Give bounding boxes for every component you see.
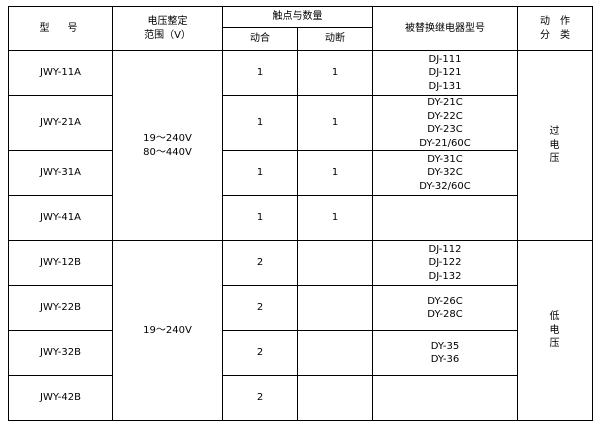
cell-replacement: DY-26C DY-28C <box>372 285 518 331</box>
header-contact-group: 触点与数量 <box>222 6 373 28</box>
table-row: JWY-32B 2 DY-35 DY-36 <box>8 330 593 376</box>
cell-contact-no: 2 <box>222 330 298 376</box>
cell-contact-no: 2 <box>222 285 298 331</box>
cell-contact-nc: 1 <box>297 150 373 196</box>
cell-model: JWY-21A <box>8 95 113 151</box>
cell-replacement <box>372 375 518 421</box>
header-model: 型 号 <box>8 6 113 51</box>
cell-replacement: DY-31C DY-32C DY-32/60C <box>372 150 518 196</box>
table-row: JWY-31A 1 1 DY-31C DY-32C DY-32/60C <box>8 150 593 196</box>
cell-model: JWY-42B <box>8 375 113 421</box>
cell-replacement: DY-21C DY-22C DY-23C DY-21/60C <box>372 95 518 151</box>
cell-model: JWY-41A <box>8 195 113 241</box>
cell-contact-no: 1 <box>222 150 298 196</box>
cell-contact-nc <box>297 240 373 286</box>
header-replacement: 被替换继电器型号 <box>372 6 518 51</box>
header-voltage-line2: 范围（V） <box>144 29 191 41</box>
header-contact-no: 动合 <box>222 27 298 51</box>
cell-contact-nc: 1 <box>297 195 373 241</box>
header-action: 动 作 分 类 <box>517 6 593 51</box>
table-row: JWY-41A 1 1 <box>8 195 593 241</box>
cell-contact-nc: 1 <box>297 95 373 151</box>
cell-model: JWY-11A <box>8 50 113 96</box>
table-row: JWY-22B 2 DY-26C DY-28C <box>8 285 593 331</box>
cell-contact-nc: 1 <box>297 50 373 96</box>
specification-table: 型 号 电压整定 范围（V） 触点与数量 被替换继电器型号 动 作 分 类 动合… <box>8 6 593 421</box>
cell-replacement: DJ-111 DJ-121 DJ-131 <box>372 50 518 96</box>
table-row: JWY-42B 2 <box>8 375 593 421</box>
cell-action-group: 过 电 压 <box>517 50 593 241</box>
cell-contact-nc <box>297 375 373 421</box>
table-body: JWY-11A 19～240V 80～440V 1 1 DJ-111 DJ-12… <box>8 50 593 421</box>
cell-model: JWY-12B <box>8 240 113 286</box>
table-row: JWY-21A 1 1 DY-21C DY-22C DY-23C DY-21/6… <box>8 95 593 151</box>
cell-replacement: DY-35 DY-36 <box>372 330 518 376</box>
cell-contact-nc <box>297 330 373 376</box>
header-voltage-line1: 电压整定 <box>147 16 188 27</box>
header-contact-nc: 动断 <box>297 27 373 51</box>
header-action-line1: 动 作 <box>540 16 570 27</box>
cell-action-group: 低 电 压 <box>517 240 593 421</box>
cell-contact-no: 1 <box>222 95 298 151</box>
cell-contact-nc <box>297 285 373 331</box>
cell-voltage-group: 19～240V <box>112 240 223 421</box>
table-row: JWY-12B 19～240V 2 DJ-112 DJ-122 DJ-132 低… <box>8 240 593 421</box>
cell-replacement: DJ-112 DJ-122 DJ-132 <box>372 240 518 286</box>
header-action-line2: 分 类 <box>540 29 570 41</box>
cell-model: JWY-22B <box>8 285 113 331</box>
cell-contact-no: 1 <box>222 50 298 96</box>
cell-contact-no: 2 <box>222 375 298 421</box>
table-header: 型 号 电压整定 范围（V） 触点与数量 被替换继电器型号 动 作 分 类 动合… <box>8 6 593 51</box>
cell-voltage-group: 19～240V 80～440V <box>112 50 223 241</box>
cell-contact-no: 1 <box>222 195 298 241</box>
cell-model: JWY-31A <box>8 150 113 196</box>
header-voltage: 电压整定 范围（V） <box>112 6 223 51</box>
document-page: 型 号 电压整定 范围（V） 触点与数量 被替换继电器型号 动 作 分 类 动合… <box>0 6 600 421</box>
header-row-1: 型 号 电压整定 范围（V） 触点与数量 被替换继电器型号 动 作 分 类 <box>8 6 593 51</box>
table-row: JWY-11A 19～240V 80～440V 1 1 DJ-111 DJ-12… <box>8 50 593 241</box>
cell-replacement <box>372 195 518 241</box>
cell-model: JWY-32B <box>8 330 113 376</box>
cell-contact-no: 2 <box>222 240 298 286</box>
